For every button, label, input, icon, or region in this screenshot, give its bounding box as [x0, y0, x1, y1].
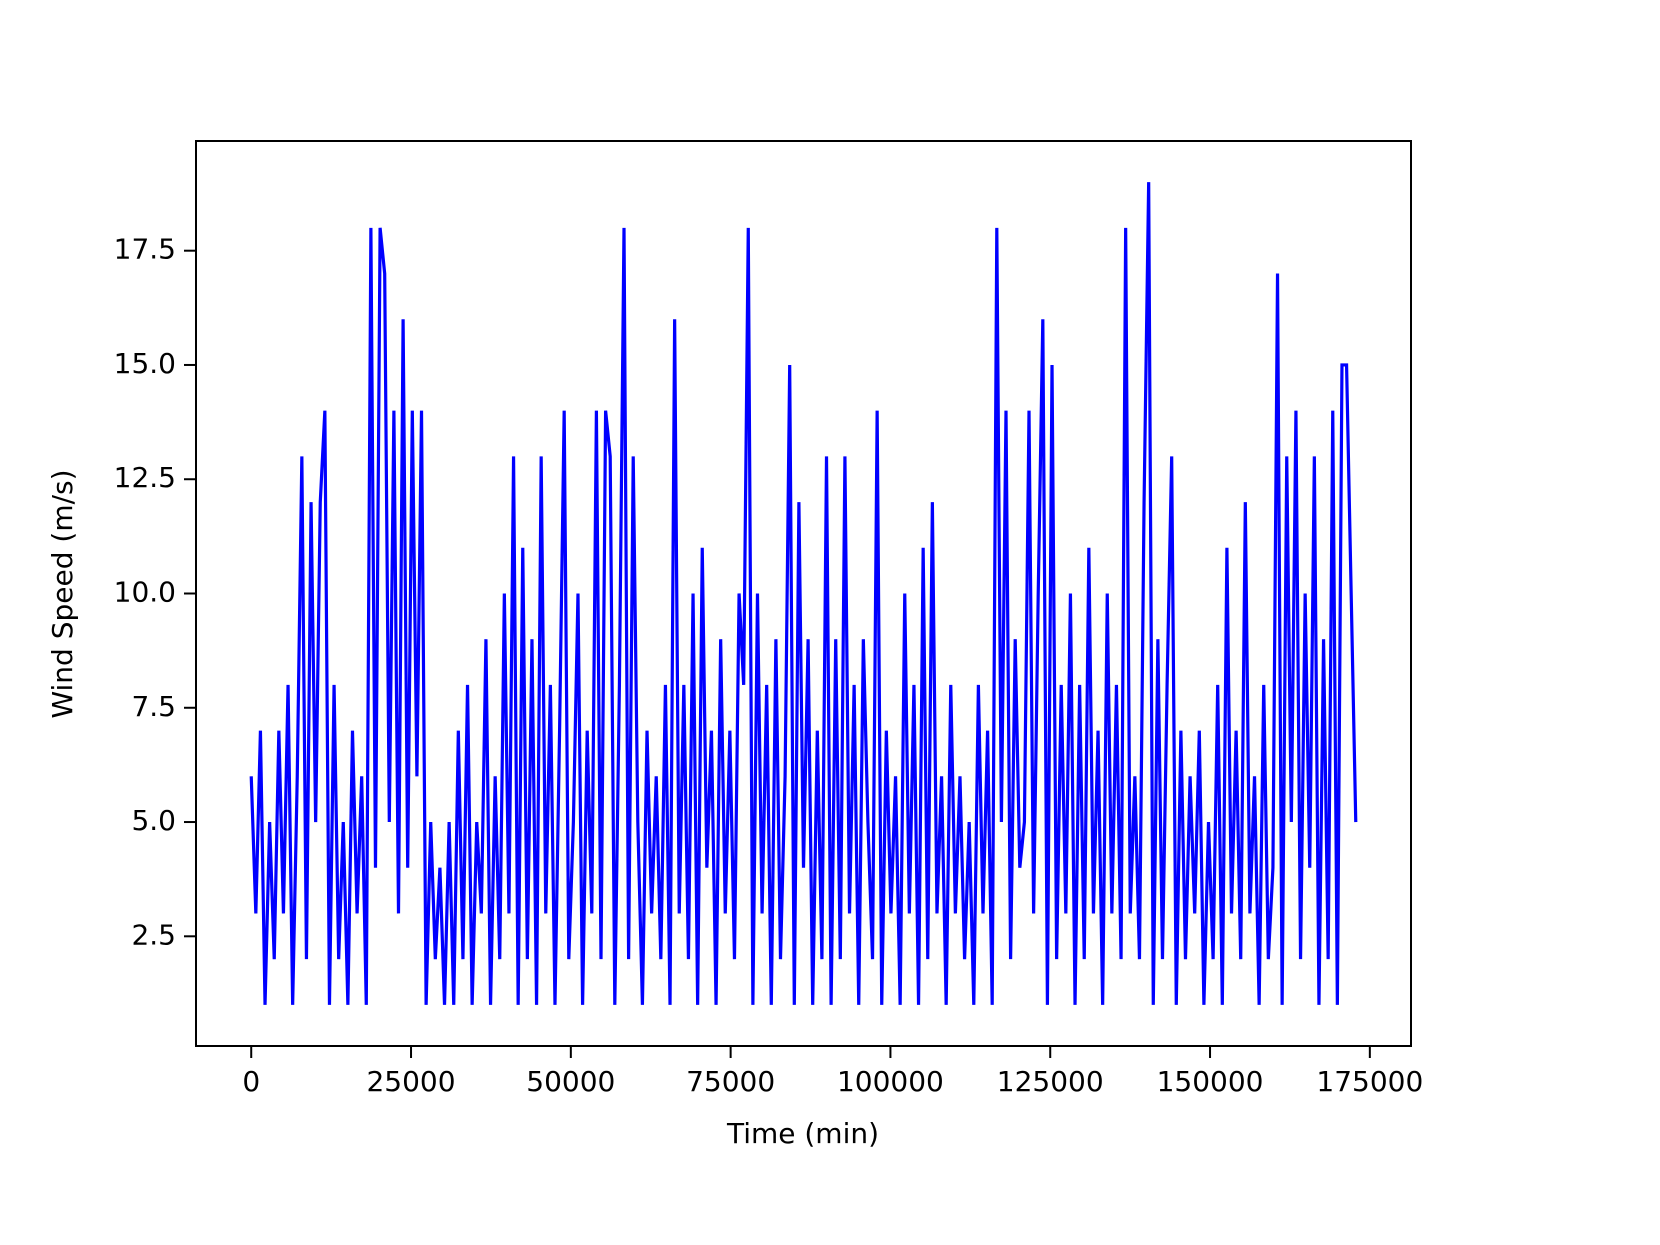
y-tick-label: 12.5 — [114, 461, 176, 494]
x-tick-label: 25000 — [366, 1065, 455, 1098]
x-tick-label: 150000 — [1157, 1065, 1264, 1098]
x-tick-label: 0 — [242, 1065, 260, 1098]
data-line — [249, 182, 1358, 1005]
x-tick-label: 100000 — [837, 1065, 944, 1098]
y-tick-label: 2.5 — [131, 918, 176, 951]
x-tick-label: 175000 — [1316, 1065, 1423, 1098]
x-tick-label: 125000 — [997, 1065, 1104, 1098]
y-tick-label: 10.0 — [114, 576, 176, 609]
y-tick-label: 7.5 — [131, 690, 176, 723]
x-axis-label: Time (min) — [726, 1117, 879, 1150]
plot-frame — [195, 140, 1412, 1047]
y-tick-label: 5.0 — [131, 804, 176, 837]
y-tick-label: 17.5 — [114, 233, 176, 266]
y-tick-label: 15.0 — [114, 347, 176, 380]
x-tick-label: 75000 — [686, 1065, 775, 1098]
y-axis-label: Wind Speed (m/s) — [46, 469, 79, 718]
x-tick-label: 50000 — [526, 1065, 615, 1098]
